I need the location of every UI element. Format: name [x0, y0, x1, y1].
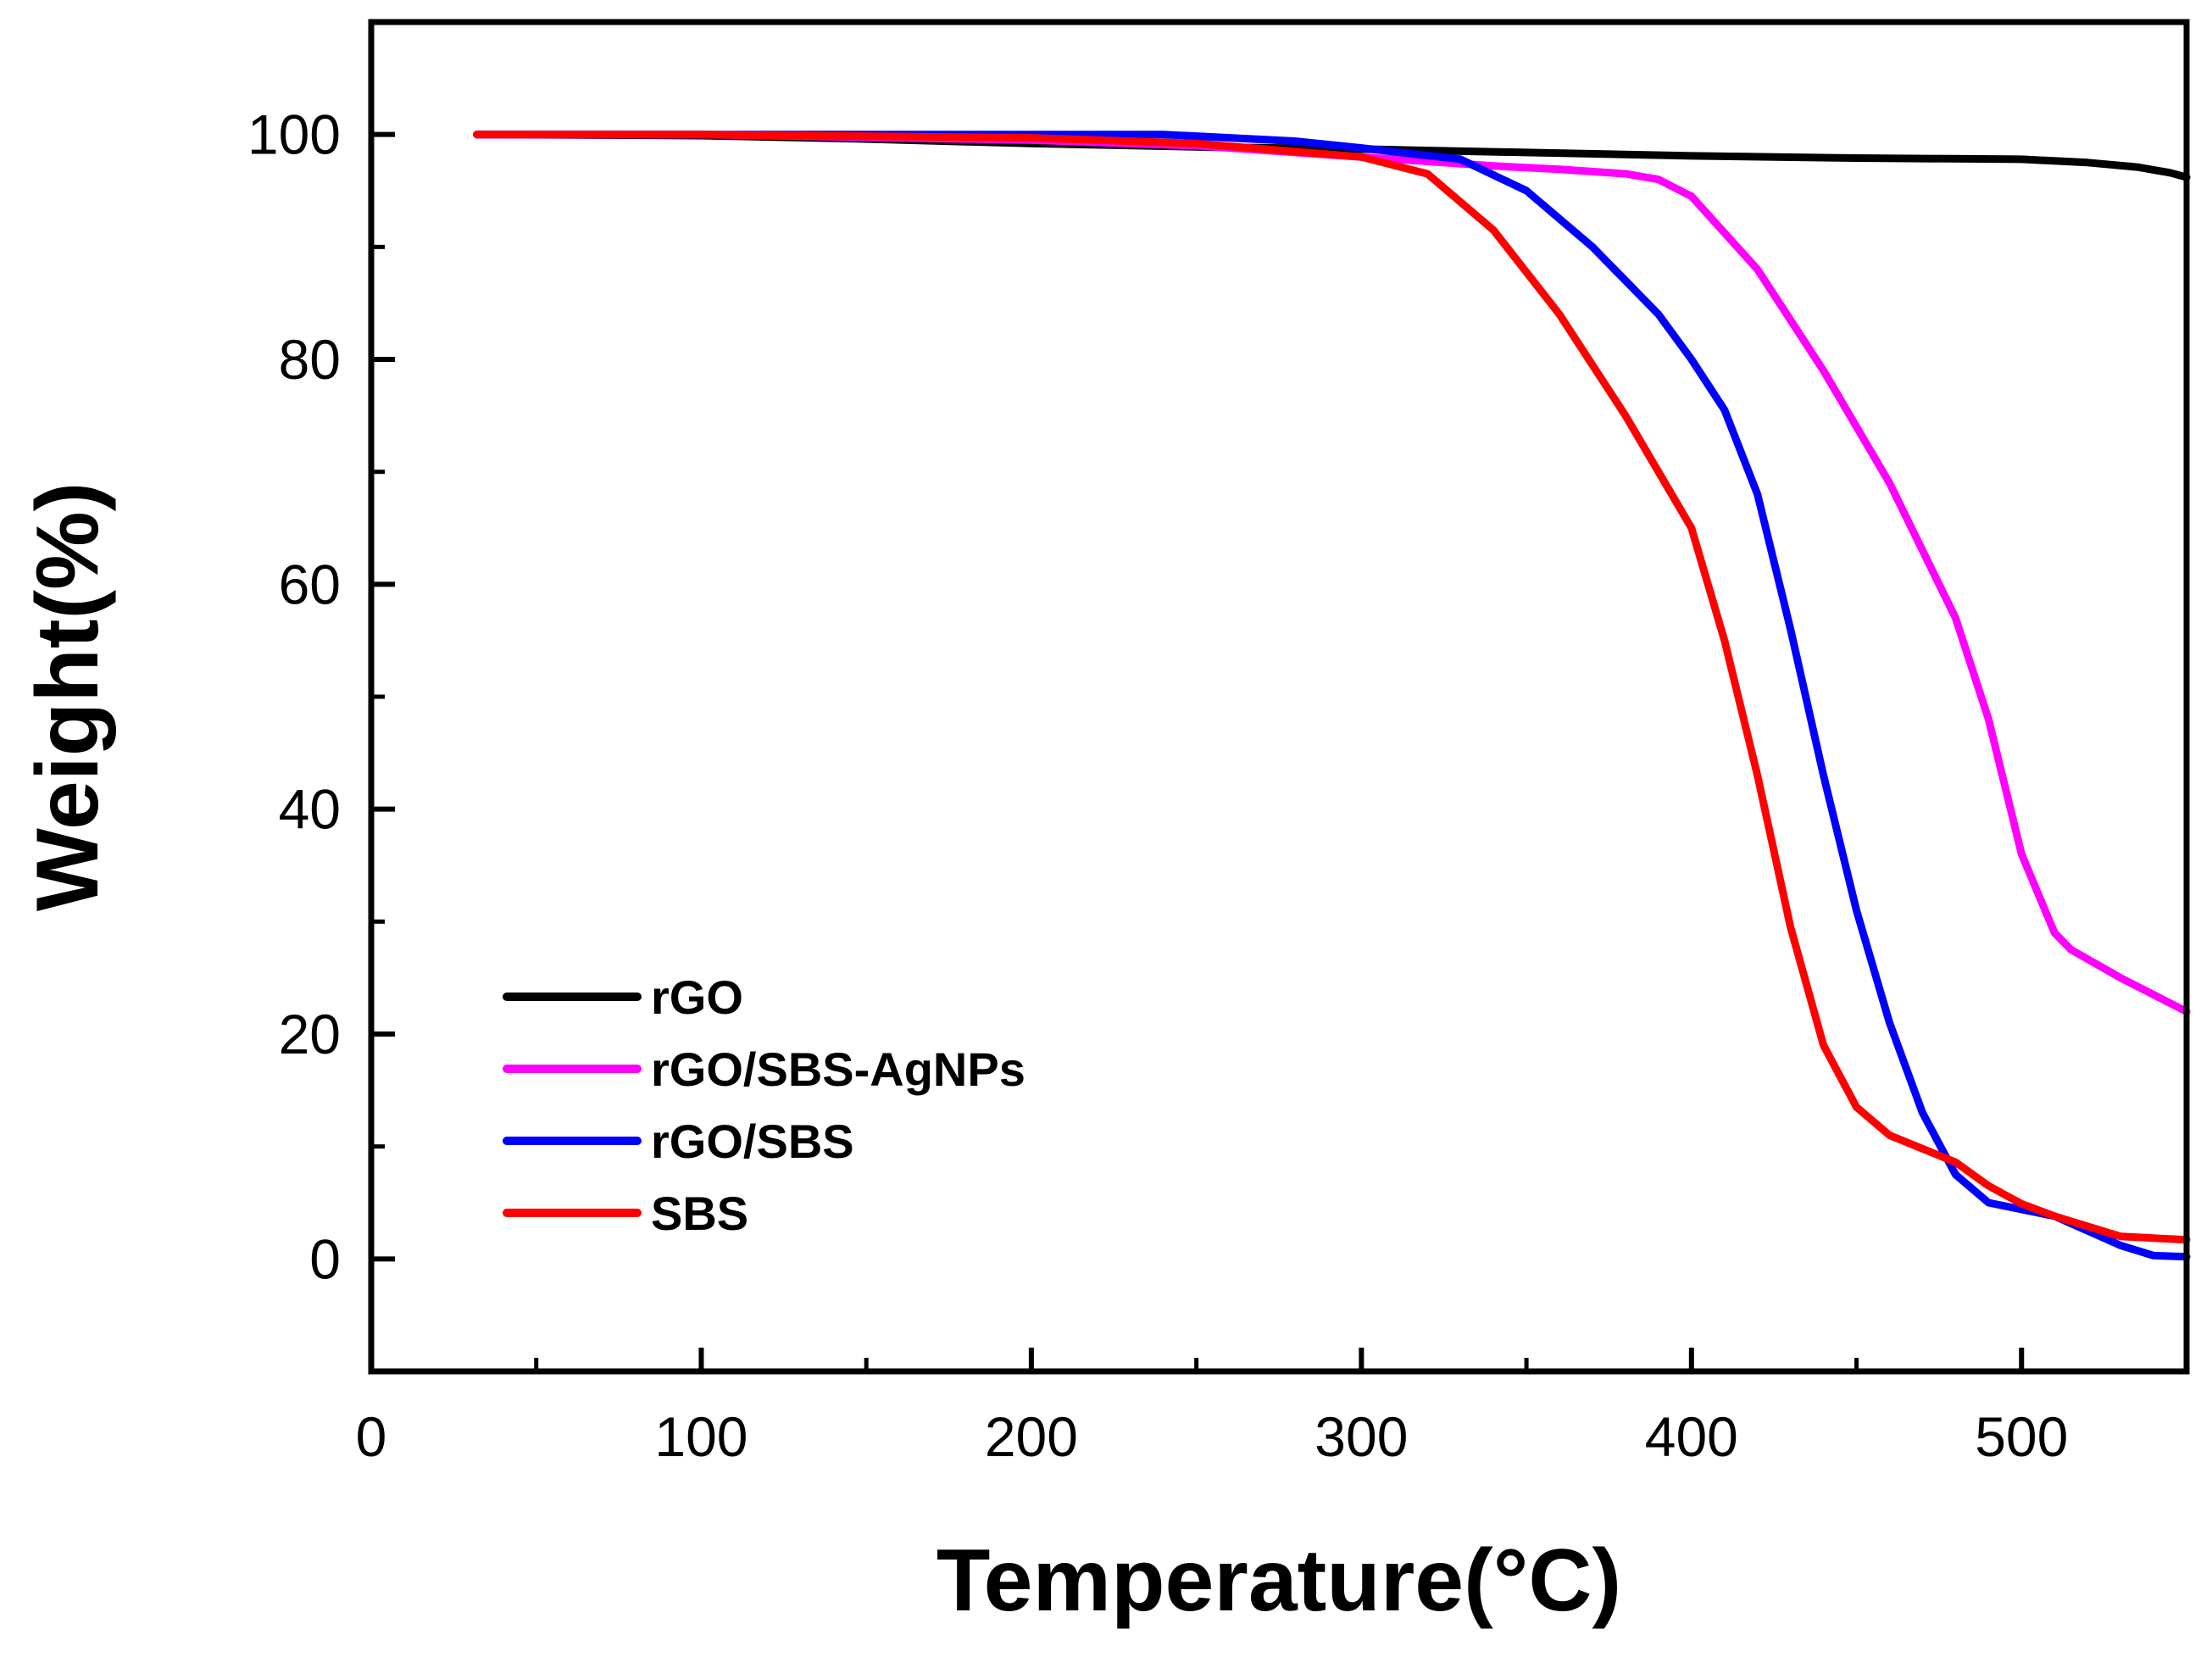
y-tick-label: 60 [279, 553, 341, 615]
x-tick-label: 200 [985, 1405, 1078, 1468]
y-tick-label: 0 [309, 1227, 341, 1290]
series-line-rgo-sbs [473, 131, 2191, 1261]
x-tick-label: 100 [654, 1405, 748, 1468]
legend-label-rgo: rGO [651, 970, 743, 1024]
legend: rGO rGO/SBS-AgNPs rGO/SBS SBS [503, 970, 1025, 1240]
x-tick-label: 400 [1645, 1405, 1738, 1468]
x-axis-ticks: 0 100 200 300 400 500 [356, 1348, 2068, 1468]
legend-label-rgo-sbs: rGO/SBS [651, 1115, 854, 1168]
y-axis-ticks: 0 20 40 60 80 100 [247, 103, 395, 1290]
y-axis-title: Weight(%) [19, 482, 117, 911]
y-tick-label: 100 [247, 103, 341, 166]
series-line-sbs [473, 131, 2191, 1244]
plot-frame [368, 19, 2190, 1375]
y-tick-label: 20 [279, 1003, 341, 1065]
x-tick-label: 500 [1975, 1405, 2068, 1468]
series-layer [473, 131, 2191, 1261]
y-tick-label: 80 [279, 328, 341, 391]
x-tick-label: 0 [356, 1405, 387, 1468]
x-axis-title: Temperature(°C) [936, 1532, 1621, 1630]
x-tick-label: 300 [1314, 1405, 1408, 1468]
y-tick-label: 40 [279, 778, 341, 841]
legend-label-rgo-sbs-agnps: rGO/SBS-AgNPs [651, 1043, 1025, 1096]
legend-label-sbs: SBS [651, 1187, 748, 1240]
